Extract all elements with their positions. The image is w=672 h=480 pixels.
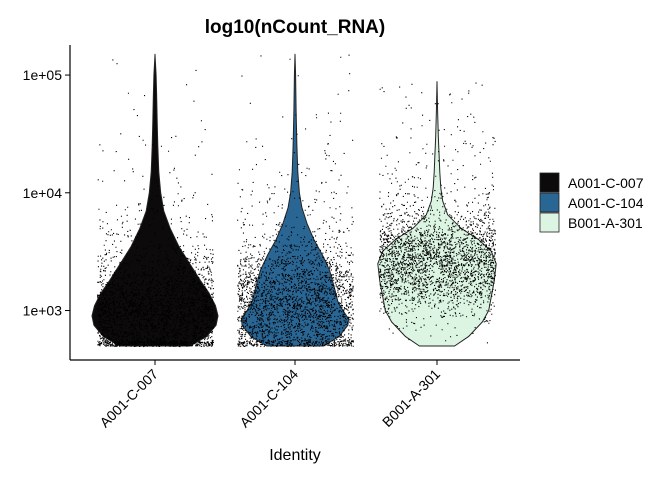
violin-A001-C-007: [91, 53, 219, 347]
y-tick-label: 1e+03: [23, 303, 63, 319]
points-A001-C-104: [237, 54, 354, 347]
legend-swatch-A001-C-007: [539, 172, 560, 193]
legend-label-A001-C-007: A001-C-007: [568, 175, 644, 191]
violin-B001-A-301: [377, 81, 497, 347]
legend-swatch-B001-A-301: [539, 212, 560, 233]
y-tick-label: 1e+05: [23, 67, 63, 83]
legend-label-A001-C-104: A001-C-104: [568, 195, 644, 211]
legend: A001-C-007 A001-C-104 B001-A-301: [539, 172, 644, 233]
x-tick-label: B001-A-301: [379, 366, 443, 430]
x-axis-title: Identity: [269, 447, 321, 464]
legend-swatch-A001-C-104: [539, 192, 560, 213]
legend-label-B001-A-301: B001-A-301: [568, 215, 643, 231]
x-tick-label: A001-C-007: [96, 366, 161, 431]
chart-title: log10(nCount_RNA): [205, 17, 385, 38]
violins-layer: [91, 53, 497, 347]
x-tick-label: A001-C-104: [236, 366, 301, 431]
violin-A001-C-104: [240, 53, 350, 347]
points-layer: [97, 54, 496, 348]
y-tick-label: 1e+04: [23, 185, 63, 201]
